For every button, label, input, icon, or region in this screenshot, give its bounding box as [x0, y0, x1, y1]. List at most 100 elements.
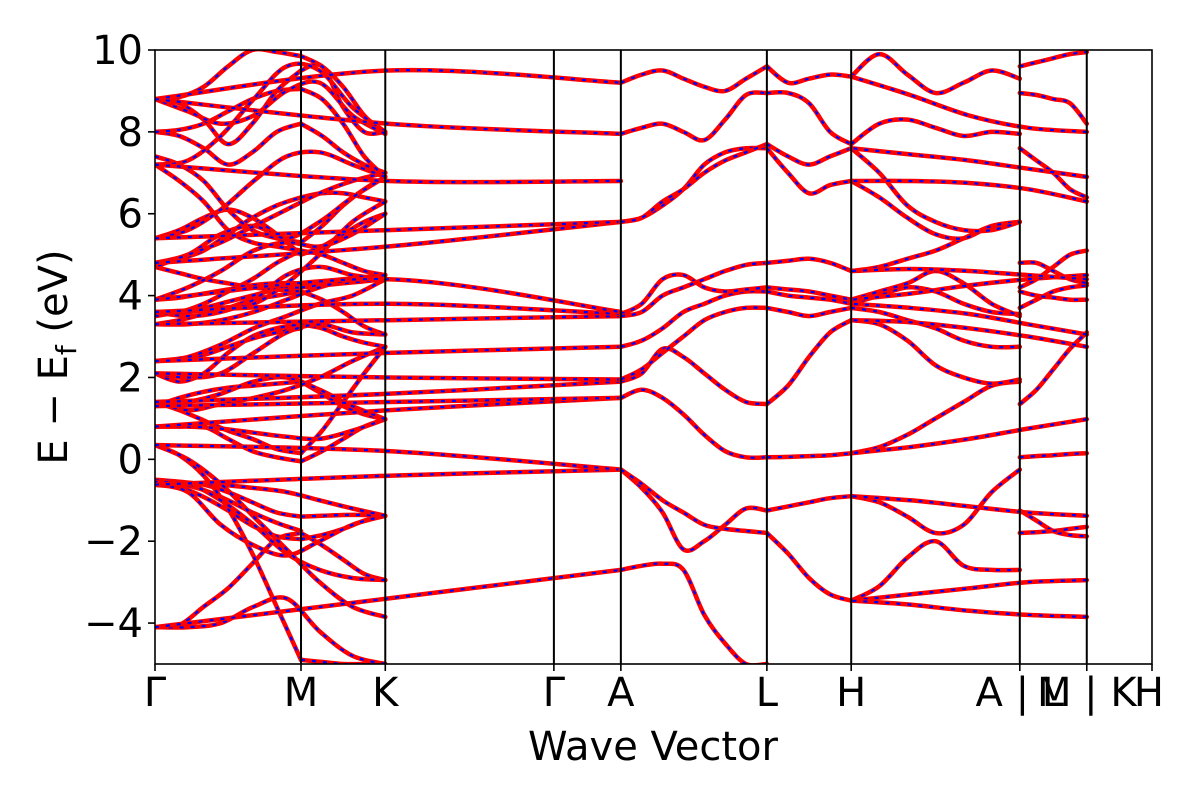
wannier-band-line [620, 306, 767, 381]
y-axis-title-subscript: f [50, 344, 83, 355]
wannier-band-line [155, 380, 302, 408]
dft-band-line [848, 317, 1090, 350]
wannier-band-line [620, 388, 767, 459]
x-tick-label: L [756, 670, 779, 716]
wannier-band-line [620, 290, 767, 348]
dft-band-line [848, 598, 1090, 620]
wannier-band-line [155, 87, 302, 133]
dft-band-line [848, 266, 1090, 282]
dft-band-line [848, 178, 1090, 204]
high-symmetry-lines [300, 50, 1088, 664]
dft-band-line [764, 530, 854, 603]
y-tick-label: 8 [118, 110, 143, 156]
plot-frame [154, 49, 1153, 665]
wannier-band-line [766, 452, 852, 459]
wannier-band-line [850, 75, 1087, 133]
wannier-band-line [300, 514, 386, 541]
wannier-band-line [1019, 290, 1087, 301]
wannier-band-line [850, 147, 1021, 233]
dft-band-line [848, 493, 1090, 519]
wannier-band-line [155, 568, 622, 629]
wannier-band-line [620, 562, 767, 664]
wannier-band-line [155, 220, 621, 240]
wannier-band-line [155, 443, 621, 471]
x-tick-label: Γ [144, 670, 167, 716]
y-tick-label: 10 [92, 28, 143, 74]
wannier-band-line [620, 468, 767, 535]
wannier-band-line [155, 163, 621, 184]
y-axis-title: E − Ef (eV) [31, 249, 83, 464]
wannier-band-line [155, 122, 302, 166]
wannier-band-line [155, 372, 621, 381]
wannier-band-line [1019, 509, 1087, 538]
wannier-band-line [300, 212, 386, 256]
wannier-band-line [155, 396, 621, 408]
wannier-band-line [155, 171, 386, 268]
wannier-band-line [155, 396, 621, 428]
wannier-band-line [620, 261, 767, 318]
y-axis-title-main: E − E [31, 355, 77, 465]
wannier-band-line [766, 495, 852, 512]
wannier-band-line [766, 91, 852, 146]
wannier-band-line [300, 658, 386, 664]
wannier-band-line [620, 65, 768, 93]
wannier-band-line [155, 443, 303, 661]
x-tick-label: H [1134, 670, 1164, 716]
y-tick-label: 4 [118, 274, 143, 320]
y-tick-label: 2 [118, 355, 143, 401]
wannier-band-line [300, 380, 386, 421]
y-tick-label: −4 [84, 601, 143, 647]
wannier-band-line [155, 290, 302, 326]
wannier-band-line [766, 147, 852, 195]
wannier-band-line [620, 347, 768, 406]
wannier-band-line [620, 91, 767, 142]
band-lines [155, 50, 1090, 664]
x-tick-label: H [836, 670, 866, 716]
x-axis-title: Wave Vector [528, 724, 779, 770]
wannier-band-line [155, 376, 386, 421]
wannier-band-line [300, 513, 386, 518]
wannier-band-line [620, 468, 768, 552]
wannier-band-line [1019, 452, 1087, 459]
x-tick-label: Γ [543, 670, 566, 716]
wannier-band-line [155, 596, 386, 664]
x-tick-label: M | K [1037, 670, 1138, 716]
wannier-band-line [155, 345, 621, 363]
wannier-band-line [300, 290, 386, 336]
wannier-band-line [766, 143, 852, 166]
wannier-band-line [155, 468, 621, 486]
y-tick-label: −2 [84, 519, 143, 565]
wannier-band-line [851, 306, 1020, 349]
dft-band-line [848, 301, 1090, 337]
dft-band-line [155, 79, 388, 137]
wannier-band-line [155, 418, 386, 441]
wannier-band-line [766, 306, 852, 318]
wannier-band-line [300, 278, 386, 289]
wannier-band-line [155, 302, 621, 316]
y-axis-title-unit: (eV) [31, 249, 77, 345]
x-tick-label: M [284, 670, 319, 716]
wannier-band-line [300, 87, 387, 178]
dft-band-line [298, 121, 388, 176]
wannier-band-line [1019, 50, 1087, 68]
dft-band-line [764, 64, 854, 86]
wannier-band-line [1019, 331, 1088, 405]
wannier-band-line [850, 468, 1021, 535]
wannier-band-line [850, 180, 1020, 240]
wannier-band-line [766, 286, 852, 301]
y-tick-label: 6 [118, 192, 143, 238]
wannier-band-line [850, 52, 1021, 95]
dft-band-line [848, 317, 1023, 386]
dft-band-line [848, 538, 1023, 603]
wannier-band-line [155, 323, 302, 383]
wannier-band-line [1019, 284, 1087, 309]
wannier-band-line [155, 483, 386, 557]
wannier-band-line [850, 118, 1020, 145]
wannier-band-line [766, 290, 852, 305]
x-tick-label: K [372, 670, 400, 716]
wannier-band-line [1019, 91, 1088, 125]
dft-band-line [848, 416, 1090, 456]
wannier-band-line [155, 150, 386, 240]
